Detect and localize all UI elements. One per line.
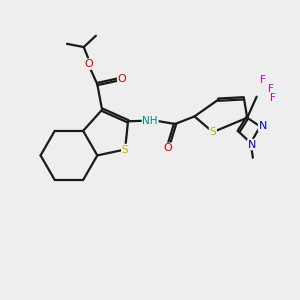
Text: S: S bbox=[210, 127, 216, 137]
Text: N: N bbox=[259, 121, 267, 131]
Text: O: O bbox=[85, 59, 93, 69]
Text: O: O bbox=[164, 143, 172, 153]
Text: F: F bbox=[260, 76, 266, 85]
Text: NH: NH bbox=[142, 116, 158, 126]
Text: F: F bbox=[271, 93, 276, 103]
Text: O: O bbox=[118, 74, 127, 84]
Text: F: F bbox=[268, 84, 274, 94]
Text: S: S bbox=[122, 145, 128, 154]
Text: N: N bbox=[248, 140, 256, 149]
